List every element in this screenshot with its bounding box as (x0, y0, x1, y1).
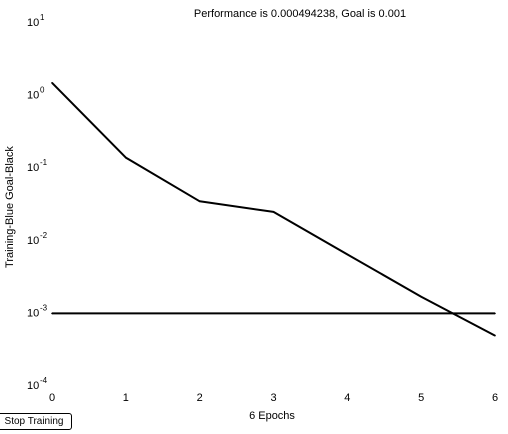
y-tick-label: 10 (27, 307, 39, 319)
y-tick-label: 10 (27, 380, 39, 392)
chart-title: Performance is 0.000494238, Goal is 0.00… (194, 8, 406, 20)
y-tick-label: 10 (27, 17, 39, 29)
x-tick-label: 2 (197, 392, 203, 404)
training-performance-line (51, 82, 496, 337)
y-tick-exponent: 0 (40, 86, 45, 95)
x-tick-label: 5 (418, 392, 424, 404)
training-data-point (494, 334, 496, 337)
x-axis-label: 6 Epochs (249, 410, 295, 422)
y-tick-label: 10 (27, 235, 39, 247)
training-data-point (198, 200, 201, 203)
training-data-point (51, 82, 53, 84)
goal-data-point (51, 312, 53, 315)
training-data-point (272, 211, 275, 213)
series-layer (51, 82, 496, 337)
y-tick-label: 10 (27, 162, 39, 174)
y-tick-exponent: -4 (40, 376, 48, 385)
x-tick-label: 3 (270, 392, 276, 404)
x-tick-label: 4 (344, 392, 350, 404)
x-tick-label: 6 (492, 392, 498, 404)
y-tick-label: 10 (27, 90, 39, 102)
training-data-point (420, 295, 423, 298)
y-axis-label: Training-Blue Goal-Black (4, 146, 16, 268)
training-data-point (346, 253, 349, 256)
y-tick-exponent: -2 (40, 231, 48, 240)
x-tick-label: 1 (123, 392, 129, 404)
y-tick-exponent: -1 (40, 158, 48, 167)
x-tick-labels: 0 1 2 3 4 5 6 (49, 392, 498, 404)
training-data-point (125, 156, 127, 159)
y-tick-exponent: 1 (40, 13, 45, 22)
goal-data-point (494, 312, 496, 315)
y-tick-exponent: -3 (40, 303, 48, 312)
x-tick-label: 0 (49, 392, 55, 404)
stop-training-button[interactable]: Stop Training (0, 413, 72, 430)
